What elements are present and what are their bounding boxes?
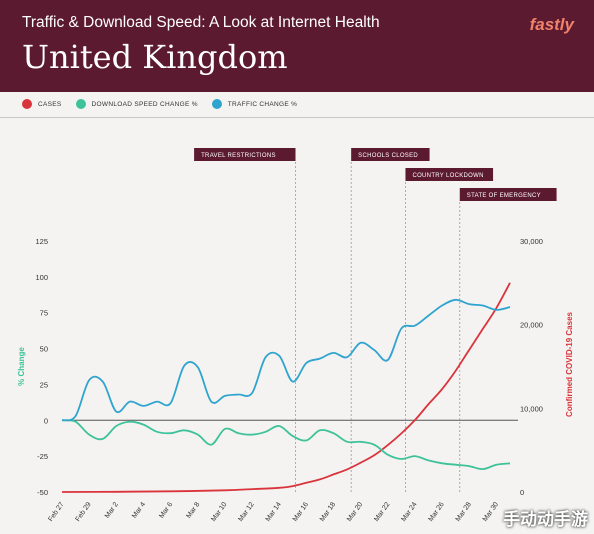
legend-label: CASES — [38, 100, 62, 108]
traffic-change-line — [61, 298, 511, 422]
y-tick-label: -50 — [37, 488, 48, 497]
y-tick-label: 50 — [40, 345, 48, 354]
x-tick-label: Mar 16 — [292, 501, 310, 523]
download-speed-line — [61, 419, 511, 471]
y-tick-label: 100 — [35, 273, 48, 282]
x-tick-label: Feb 27 — [47, 501, 65, 523]
x-tick-label: Mar 14 — [265, 501, 283, 523]
legend-item: DOWNLOAD SPEED CHANGE % — [75, 99, 198, 109]
y-tick-label: 25 — [40, 380, 48, 389]
legend-swatch — [211, 99, 222, 109]
annotation-tag — [351, 148, 430, 161]
x-tick-label: Mar 6 — [158, 501, 174, 520]
x-tick-label: Mar 22 — [373, 501, 391, 523]
annotation-tag — [194, 148, 296, 161]
annotation-tag — [405, 168, 494, 181]
y2-tick-label: 30,000 — [520, 237, 543, 246]
site-watermark: 手动动手游 — [503, 510, 588, 529]
x-tick-label: Mar 26 — [428, 501, 446, 523]
y2-axis-title: Confirmed COVID-19 Cases — [565, 311, 574, 416]
y2-tick-label: 20,000 — [520, 321, 543, 330]
y-tick-label: 0 — [44, 416, 48, 425]
annotation-label: TRAVEL RESTRICTIONS — [201, 153, 276, 159]
y-tick-label: 125 — [35, 237, 48, 246]
annotation-tag — [459, 188, 557, 201]
y-axis-title: % Change — [17, 347, 26, 386]
x-tick-label: Mar 12 — [237, 501, 255, 523]
legend-label: TRAFFIC CHANGE % — [227, 100, 298, 108]
y2-tick-label: 10,000 — [520, 404, 543, 413]
legend-label: DOWNLOAD SPEED CHANGE % — [91, 100, 198, 108]
annotation-label: STATE OF EMERGENCY — [467, 193, 541, 199]
x-tick-label: Mar 24 — [400, 501, 418, 523]
header-banner: Traffic & Download Speed: A Look at Inte… — [0, 0, 594, 92]
legend-swatch — [22, 99, 32, 109]
chart-subtitle: Traffic & Download Speed: A Look at Inte… — [22, 14, 380, 31]
chart-legend: CASES DOWNLOAD SPEED CHANGE % TRAFFIC CHAN… — [22, 99, 297, 109]
y-tick-label: 75 — [40, 309, 48, 318]
x-tick-label: Mar 8 — [185, 501, 201, 520]
legend-divider — [0, 117, 594, 118]
annotation-label: SCHOOLS CLOSED — [358, 153, 418, 159]
chart-title: United Kingdom — [22, 38, 288, 76]
legend-item: CASES — [22, 99, 62, 109]
x-tick-label: Mar 2 — [104, 501, 120, 520]
y-tick-label: -25 — [37, 452, 48, 461]
x-tick-label: Mar 20 — [346, 501, 364, 523]
x-tick-label: Mar 18 — [319, 501, 337, 523]
x-tick-label: Mar 10 — [210, 501, 228, 523]
x-tick-label: Mar 30 — [482, 501, 500, 523]
x-tick-label: Mar 4 — [131, 501, 147, 520]
annotation-label: COUNTRY LOCKDOWN — [412, 173, 483, 179]
legend-swatch — [75, 99, 86, 109]
y2-tick-label: 0 — [520, 488, 524, 497]
x-tick-label: Mar 28 — [455, 501, 473, 523]
legend-item: TRAFFIC CHANGE % — [211, 99, 298, 109]
brand-logo: fastly — [529, 15, 574, 34]
cases-line — [61, 282, 511, 493]
x-tick-label: Feb 29 — [75, 501, 93, 523]
